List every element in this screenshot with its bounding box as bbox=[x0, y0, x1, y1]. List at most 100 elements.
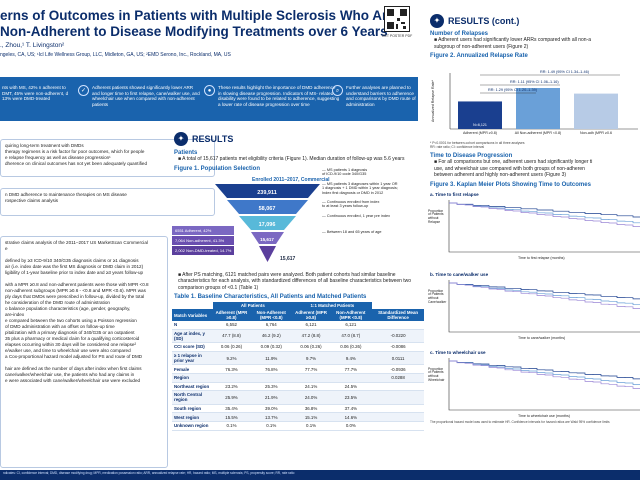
table-cell: 9.4% bbox=[329, 351, 373, 366]
table-cell: -0.0220 bbox=[372, 329, 424, 344]
km-note: The proportional hazard model was used t… bbox=[430, 419, 610, 424]
funnel-legend: 6551 Adherent, 42% 7,064 Non-adherent, 4… bbox=[172, 225, 234, 255]
table-cell: -0.0086 bbox=[372, 342, 424, 352]
table-row: Region 0.0288 bbox=[172, 373, 424, 383]
table-cell: 6,764 bbox=[249, 321, 293, 330]
baseline-table: All Patients 1:1 Matched Patients Match … bbox=[172, 302, 424, 431]
funnel-label-1: — MS patients 1 diagnosis of ICD-9/10 co… bbox=[322, 168, 368, 177]
population-funnel: Enrolled 2011–2017, Commercial 239,911 5… bbox=[172, 177, 330, 262]
magnifier-icon: ⌕ bbox=[332, 85, 343, 96]
table-cell: 11.9% bbox=[249, 351, 293, 366]
ttp-text: ■ For all comparisons but one, adherent … bbox=[434, 159, 593, 178]
km-ylabel: Proportion of Patients without Cane/walk… bbox=[428, 288, 447, 304]
patients-text: ■ A total of 15,617 patients met eligibi… bbox=[178, 156, 405, 162]
results-cont-icon: ✦ bbox=[430, 14, 444, 28]
funnel-level-5 bbox=[259, 245, 276, 262]
funnel-n-2: 58,067 bbox=[259, 206, 276, 212]
table-row: Age at index, y (SD) 47.7 (8.8) 46.2 (9.2)… bbox=[172, 329, 424, 344]
figure2-note: * P<0.0001 for between-cohort comparison… bbox=[430, 141, 525, 149]
km-curve bbox=[449, 360, 640, 385]
table-row: ≥ 1 relapse in prior year 9.2% 11.9% 9.7% 9.… bbox=[172, 351, 424, 366]
table-cell: 13.7% bbox=[249, 412, 293, 422]
table-cell: 36.8% bbox=[292, 404, 330, 414]
km-curve bbox=[449, 360, 640, 379]
legend-non-dmd bbox=[172, 245, 234, 255]
y-axis-label: Annualized Relapse Rate* bbox=[431, 79, 435, 122]
bar bbox=[516, 88, 560, 129]
objective-box: n DMD adherence to maintenance therapies… bbox=[0, 188, 215, 216]
funnel-n-3: 17,096 bbox=[259, 222, 276, 228]
table-col-header: Standardized Mean Difference bbox=[372, 309, 424, 321]
banner-item-1: nts with MS, 42% n adherent to DMT, 45% … bbox=[2, 85, 69, 102]
bar bbox=[574, 93, 618, 129]
table-cell: ≥ 1 relapse in prior year bbox=[172, 351, 214, 366]
table-col-header: Match Variables bbox=[172, 309, 214, 321]
qr-code[interactable] bbox=[384, 6, 410, 32]
table-cell: 77.7% bbox=[292, 364, 330, 374]
table-cell: 6,121 bbox=[329, 321, 373, 330]
table-cell: 47.2 (8.8) bbox=[292, 329, 330, 344]
results-column: ✦ RESULTS Patients ■ A total of 15,617 p… bbox=[170, 124, 424, 431]
table-cell bbox=[372, 412, 424, 422]
abbreviations-footer: ndicates: CI, confidence interval; DMD, … bbox=[0, 470, 640, 480]
table-cell: 0.06 (0.26) bbox=[292, 342, 330, 352]
table-cell: West region bbox=[172, 412, 214, 422]
relapse-heading: Number of Relapses bbox=[430, 31, 489, 37]
km-ylabel: Proportion of Patients without Wheelchai… bbox=[428, 366, 445, 382]
km-plot bbox=[448, 357, 640, 410]
results-cont-column: ✦ RESULTS (cont.) Number of Relapses ■ A… bbox=[428, 0, 640, 480]
table-cell: 0.1% bbox=[249, 421, 293, 431]
methods-box: strative claims analysis of the 2011–201… bbox=[0, 236, 168, 468]
table-cell: 25.3% bbox=[249, 382, 293, 392]
table-cell: 76.3% bbox=[213, 364, 250, 374]
table-cell: 47.7 (8.8) bbox=[213, 329, 250, 344]
bar-data-label: N=6,121 bbox=[473, 123, 487, 127]
km-panel-title: a. Time to first relapse bbox=[430, 191, 479, 197]
table-cell: 0.06 (0.26) bbox=[213, 342, 250, 352]
km-curve bbox=[449, 202, 640, 217]
table-cell bbox=[372, 390, 424, 405]
group-all: All Patients bbox=[213, 302, 293, 309]
km-curve bbox=[449, 202, 640, 227]
table-row: North Central region 25.9% 21.9% 24.0% 23.5% bbox=[172, 390, 424, 405]
bar-category-label: All Non-adherent (MPR <0.8) bbox=[515, 131, 561, 135]
relapse-text: ■ Adherent users had significantly lower… bbox=[434, 37, 591, 50]
table-cell: 0.06 (0.26) bbox=[329, 342, 373, 352]
table-cell: 24.1% bbox=[292, 382, 330, 392]
table-cell bbox=[372, 421, 424, 431]
table-cell: 0.1% bbox=[292, 421, 330, 431]
km-curve bbox=[449, 282, 640, 309]
table-cell: N bbox=[172, 321, 214, 330]
funnel-level-2 bbox=[227, 199, 308, 214]
key-findings-banner: nts with MS, 42% n adherent to DMT, 45% … bbox=[0, 77, 418, 121]
table-cell: 0.0288 bbox=[372, 373, 424, 383]
figure1-title: Figure 1. Population Selection bbox=[174, 165, 261, 172]
km-xlabel: Time to first relapse (months) bbox=[518, 255, 565, 260]
table-row: Unknown region 0.1% 0.1% 0.1% 0.0% bbox=[172, 421, 424, 431]
poster-header: erns of Outcomes in Patients with Multip… bbox=[0, 0, 640, 70]
funnel-label-5: — Between 18 and 65 years of age bbox=[322, 230, 382, 234]
table1-title: Table 1. Baseline Characteristics, All P… bbox=[174, 294, 367, 300]
table-row: West region 15.5% 13.7% 15.1% 14.6% bbox=[172, 412, 424, 422]
table-cell: Unknown region bbox=[172, 421, 214, 431]
table-cell bbox=[249, 373, 293, 383]
table-row: South region 35.4% 39.0% 36.8% 37.4% bbox=[172, 404, 424, 414]
patients-heading: Patients bbox=[174, 150, 198, 156]
ps-text: ■ After PS matching, 6121 matched pairs … bbox=[178, 271, 412, 291]
banner-item-3: These results highlight the importance o… bbox=[218, 85, 340, 107]
svg-text:2,002 Non-DMD-treated, 14.7%: 2,002 Non-DMD-treated, 14.7% bbox=[175, 248, 232, 253]
table-cell: 0.0111 bbox=[372, 351, 424, 366]
funnel-label-3: — Continuous enrolled from index to at l… bbox=[322, 200, 380, 209]
funnel-label-2: — MS patients 3 diagnoses within 1 year … bbox=[322, 182, 398, 195]
table-row: CCI score (SD) 0.06 (0.26) 0.09 (0.32) 0.06… bbox=[172, 342, 424, 352]
funnel-label-4: — Continuous enrolled, 1 year pre index bbox=[322, 214, 390, 218]
table-row: Northeast region 23.2% 25.3% 24.1% 24.5% bbox=[172, 382, 424, 392]
bar-category-label: Non-adh (MPR ≥0.6 bbox=[580, 131, 612, 135]
table-cell: 0.0% bbox=[329, 421, 373, 431]
table-cell: 0.1% bbox=[213, 421, 250, 431]
km-ylabel: Proportion of Patients without Relapse bbox=[428, 208, 444, 224]
figure2-title: Figure 2. Annualized Relapse Rate bbox=[430, 53, 528, 59]
banner-item-2: Adherent patients showed significantly l… bbox=[92, 85, 200, 107]
banner-item-4: Further analyses are planned to understa… bbox=[346, 85, 416, 107]
